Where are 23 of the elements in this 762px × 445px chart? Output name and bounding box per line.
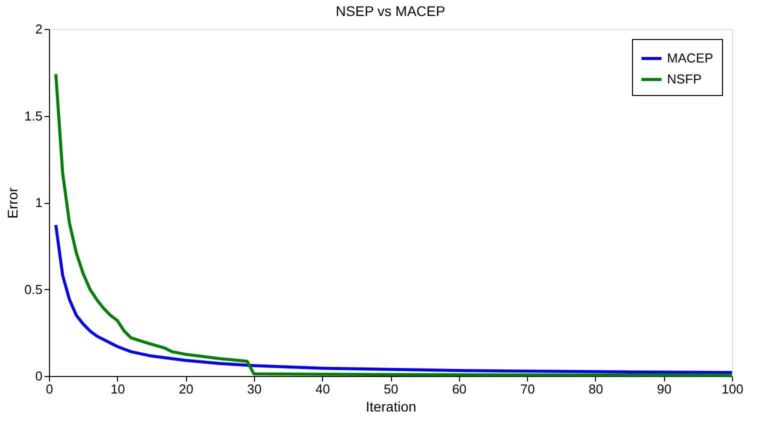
y-tick-label: 2 <box>35 22 42 36</box>
x-tick-label: 50 <box>384 382 398 396</box>
x-tick-label: 0 <box>46 382 54 396</box>
x-tick-label: 40 <box>315 382 330 396</box>
line-series <box>54 72 734 377</box>
chart-title: NSEP vs MACEP <box>336 3 446 19</box>
x-tick-label: 90 <box>656 382 672 396</box>
x-tick-label: 20 <box>178 382 194 396</box>
x-tick-label: 30 <box>247 382 262 396</box>
x-axis-title: Iteration <box>366 398 416 414</box>
x-tick-label: 70 <box>520 382 535 396</box>
legend-label: NSFP <box>667 72 702 86</box>
y-tick-label: 1 <box>35 195 42 210</box>
y-tick-label: 1.5 <box>24 108 42 124</box>
y-axis-title: Error <box>4 187 20 219</box>
x-tick-label: 80 <box>588 382 604 396</box>
x-tick-label: 10 <box>110 382 126 396</box>
x-tick-label: 100 <box>722 382 744 396</box>
legend-label: MACEP <box>667 50 714 66</box>
x-tick-label: 60 <box>452 382 467 396</box>
line-series <box>54 224 734 374</box>
y-tick-label: 0 <box>35 368 42 384</box>
y-tick-label: 0.5 <box>24 282 42 297</box>
